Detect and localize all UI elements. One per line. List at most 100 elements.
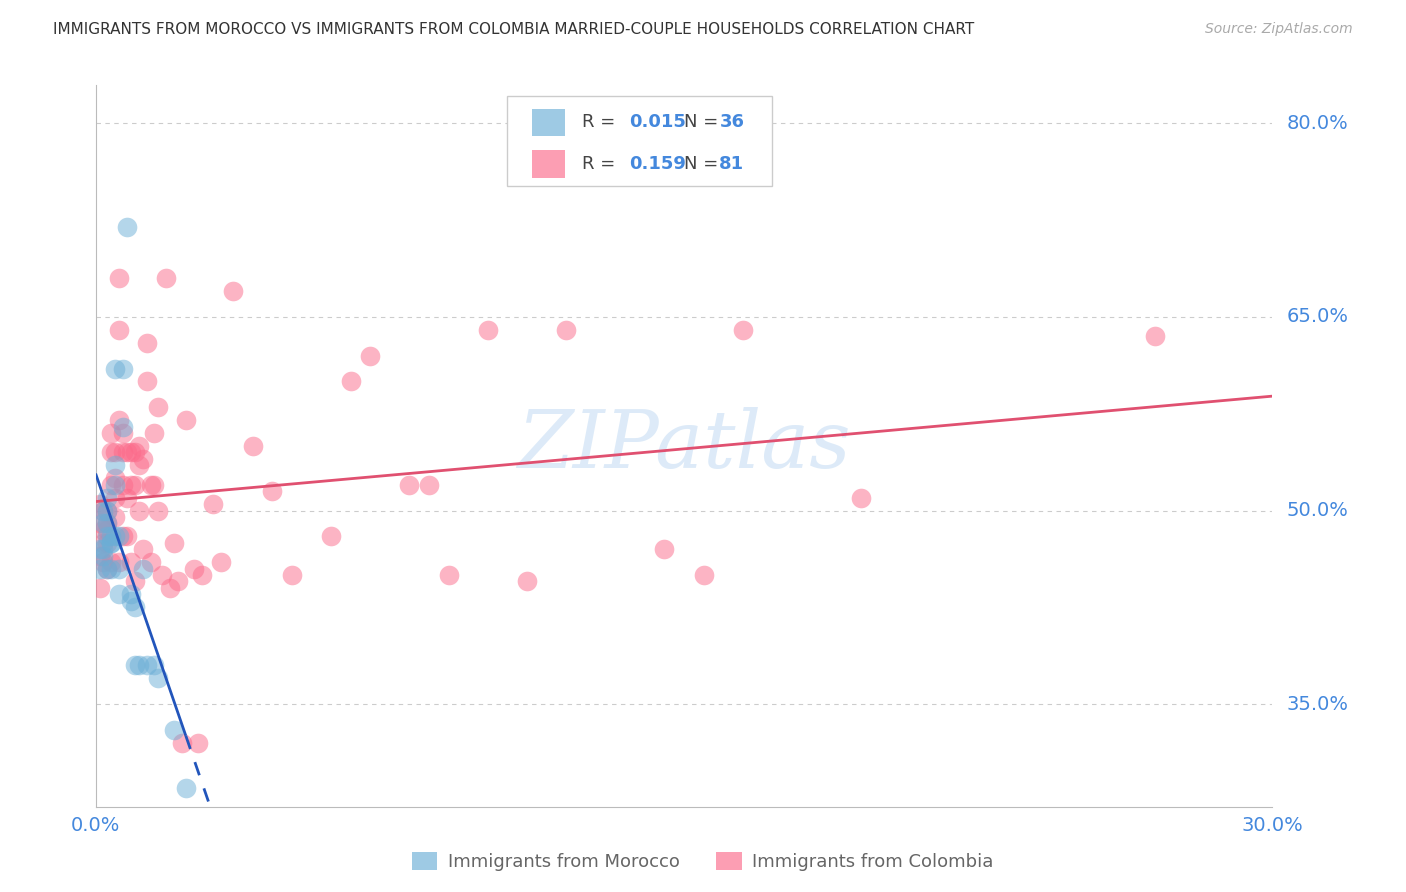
Point xyxy=(190,568,212,582)
Point xyxy=(115,219,138,234)
Point xyxy=(96,523,118,537)
Point xyxy=(104,510,127,524)
Point xyxy=(89,542,111,557)
Point xyxy=(319,529,342,543)
Text: Source: ZipAtlas.com: Source: ZipAtlas.com xyxy=(1205,22,1353,37)
Text: 65.0%: 65.0% xyxy=(1286,308,1348,326)
Point xyxy=(96,561,118,575)
Point xyxy=(93,535,115,549)
Text: 0.159: 0.159 xyxy=(628,155,686,173)
Point xyxy=(96,529,118,543)
Point xyxy=(93,555,115,569)
Point xyxy=(104,458,127,473)
Text: N =: N = xyxy=(685,113,724,131)
Point xyxy=(100,535,122,549)
Point xyxy=(135,375,157,389)
Point xyxy=(120,594,142,608)
Point xyxy=(262,484,284,499)
Point xyxy=(93,503,115,517)
Text: 35.0%: 35.0% xyxy=(1286,695,1348,714)
Point xyxy=(135,335,157,350)
Text: 0.015: 0.015 xyxy=(628,113,686,131)
Point xyxy=(131,561,153,575)
Point xyxy=(93,549,115,563)
Point xyxy=(437,568,460,582)
Text: IMMIGRANTS FROM MOROCCO VS IMMIGRANTS FROM COLOMBIA MARRIED-COUPLE HOUSEHOLDS CO: IMMIGRANTS FROM MOROCCO VS IMMIGRANTS FR… xyxy=(53,22,974,37)
Point xyxy=(108,555,131,569)
Point xyxy=(339,375,361,389)
Point xyxy=(124,658,146,673)
Point xyxy=(100,477,122,491)
Text: R =: R = xyxy=(582,155,620,173)
Point xyxy=(108,271,131,285)
Point xyxy=(155,271,177,285)
Point xyxy=(163,535,186,549)
Point xyxy=(202,497,225,511)
Point xyxy=(124,445,146,459)
Point xyxy=(100,555,122,569)
Point xyxy=(170,736,193,750)
Point xyxy=(849,491,872,505)
Text: 36: 36 xyxy=(720,113,744,131)
Point xyxy=(174,780,197,795)
Point xyxy=(115,529,138,543)
Point xyxy=(139,555,162,569)
Legend: Immigrants from Morocco, Immigrants from Colombia: Immigrants from Morocco, Immigrants from… xyxy=(405,846,1001,879)
Point xyxy=(96,503,118,517)
Point xyxy=(654,542,676,557)
Point xyxy=(100,426,122,441)
Point xyxy=(89,516,111,531)
Point xyxy=(108,323,131,337)
Text: R =: R = xyxy=(582,113,620,131)
Point xyxy=(96,561,118,575)
Point xyxy=(692,568,714,582)
Point xyxy=(124,574,146,589)
Point xyxy=(139,477,162,491)
Point xyxy=(112,361,135,376)
Point xyxy=(112,529,135,543)
Point xyxy=(359,349,381,363)
Point xyxy=(159,581,181,595)
Point xyxy=(108,561,131,575)
Text: 50.0%: 50.0% xyxy=(1286,501,1348,520)
Text: 80.0%: 80.0% xyxy=(1286,114,1348,133)
Point xyxy=(128,658,150,673)
Point xyxy=(96,516,118,531)
Point xyxy=(112,426,135,441)
Point xyxy=(93,542,115,557)
Point xyxy=(96,503,118,517)
Point xyxy=(104,361,127,376)
Point xyxy=(93,503,115,517)
Point xyxy=(100,529,122,543)
Point xyxy=(100,445,122,459)
Point xyxy=(174,413,197,427)
Point xyxy=(115,491,138,505)
Text: 81: 81 xyxy=(720,155,744,173)
Point xyxy=(104,529,127,543)
Point xyxy=(120,477,142,491)
Point xyxy=(128,458,150,473)
Point xyxy=(128,503,150,517)
Point xyxy=(100,561,122,575)
Point xyxy=(93,523,115,537)
Point xyxy=(143,426,166,441)
Point xyxy=(112,445,135,459)
Point xyxy=(100,535,122,549)
Point xyxy=(104,471,127,485)
Point xyxy=(89,561,111,575)
Point xyxy=(112,419,135,434)
Point xyxy=(89,549,111,563)
Point xyxy=(131,542,153,557)
Point xyxy=(96,535,118,549)
Text: ZIPatlas: ZIPatlas xyxy=(517,408,851,484)
Point xyxy=(148,401,170,415)
Point xyxy=(128,439,150,453)
Point xyxy=(131,451,153,466)
Point xyxy=(96,491,118,505)
Point xyxy=(108,413,131,427)
Point xyxy=(112,477,135,491)
Point xyxy=(89,581,111,595)
Point xyxy=(167,574,190,589)
Point xyxy=(135,658,157,673)
Point xyxy=(143,658,166,673)
